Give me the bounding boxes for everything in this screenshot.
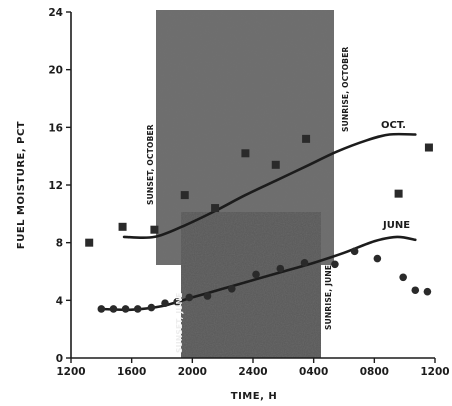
june-data-point [185,293,194,302]
oct-data-point [271,160,280,169]
june-data-point [399,273,407,282]
x-axis-ticks: 1200 1600 2000 2400 0400 0800 1200 [56,358,450,378]
june-data-point [411,286,420,295]
june-data-point [373,254,382,263]
y-axis-title: FUEL MOISTURE, PCT [16,121,27,249]
june-data-point [331,260,339,269]
annotation-sunset-june: SUNSET, JUNE [175,293,184,353]
oct-data-point [150,225,159,234]
y-axis-ticks: 0 4 8 12 16 20 24 [48,7,71,365]
y-tick-label: 0 [56,353,63,365]
oct-data-point [211,204,220,213]
june-data-point [109,305,118,313]
annotation-sunset-october: SUNSET, OCTOBER [146,124,155,205]
y-tick-label: 8 [56,238,63,250]
june-data-point [203,292,212,300]
y-tick-label: 24 [48,7,63,19]
oct-trend-line [122,132,417,240]
june-data-point [173,297,181,306]
x-tick-label: 1200 [420,366,449,378]
october-curve-label: OCT. [381,120,406,131]
june-data-point [423,287,432,296]
oct-data-point [180,191,189,200]
june-data-point [252,270,260,279]
june-data-point [227,285,236,293]
june-night-texture [181,212,321,358]
oct-data-point [394,189,403,198]
y-tick-label: 16 [48,122,63,134]
oct-data-point [424,143,433,152]
june-data-point [147,303,156,312]
oct-data-point [302,134,311,143]
x-tick-label: 2000 [178,366,207,378]
trend-curves [100,132,417,312]
x-tick-label: 1600 [117,366,146,378]
oct-data-point [85,238,94,247]
x-tick-label: 1200 [56,366,85,378]
june-data-point [97,305,106,313]
data-points [85,134,433,313]
y-tick-label: 20 [48,65,63,77]
june-data-point [350,247,359,256]
june-trend-line [100,235,417,312]
june-data-point [161,299,169,308]
annotation-sunrise-october: SUNRISE, OCTOBER [341,46,350,132]
june-data-point [276,264,285,273]
x-tick-label: 0400 [299,366,328,378]
oct-data-point [241,149,250,158]
june-data-point [133,305,142,313]
y-tick-label: 4 [56,295,63,307]
june-data-point [300,259,309,267]
y-tick-label: 12 [48,180,63,192]
june-curve-label: JUNE [382,220,410,231]
x-axis-title: TIME, H [231,391,277,402]
june-data-point [121,305,130,313]
x-tick-label: 0800 [360,366,389,378]
oct-data-point [118,222,127,231]
x-tick-label: 2400 [238,366,267,378]
annotation-sunrise-june: SUNRISE, JUNE [324,265,333,330]
